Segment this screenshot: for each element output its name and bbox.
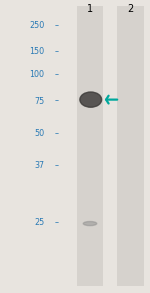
- Text: 100: 100: [29, 70, 44, 79]
- Text: 250: 250: [29, 21, 44, 30]
- Ellipse shape: [83, 222, 97, 226]
- Text: 1: 1: [87, 4, 93, 13]
- Text: 150: 150: [29, 47, 44, 56]
- Text: –: –: [55, 218, 59, 227]
- Text: –: –: [55, 97, 59, 105]
- Bar: [76, 6, 103, 286]
- Ellipse shape: [80, 92, 102, 107]
- Bar: [117, 6, 144, 286]
- Text: 37: 37: [34, 161, 44, 170]
- Text: 25: 25: [34, 218, 44, 227]
- Text: –: –: [55, 47, 59, 56]
- Text: 2: 2: [127, 4, 134, 13]
- Text: 75: 75: [34, 97, 44, 105]
- Text: –: –: [55, 129, 59, 138]
- Text: –: –: [55, 21, 59, 30]
- Text: 50: 50: [34, 129, 44, 138]
- Text: –: –: [55, 70, 59, 79]
- Text: –: –: [55, 161, 59, 170]
